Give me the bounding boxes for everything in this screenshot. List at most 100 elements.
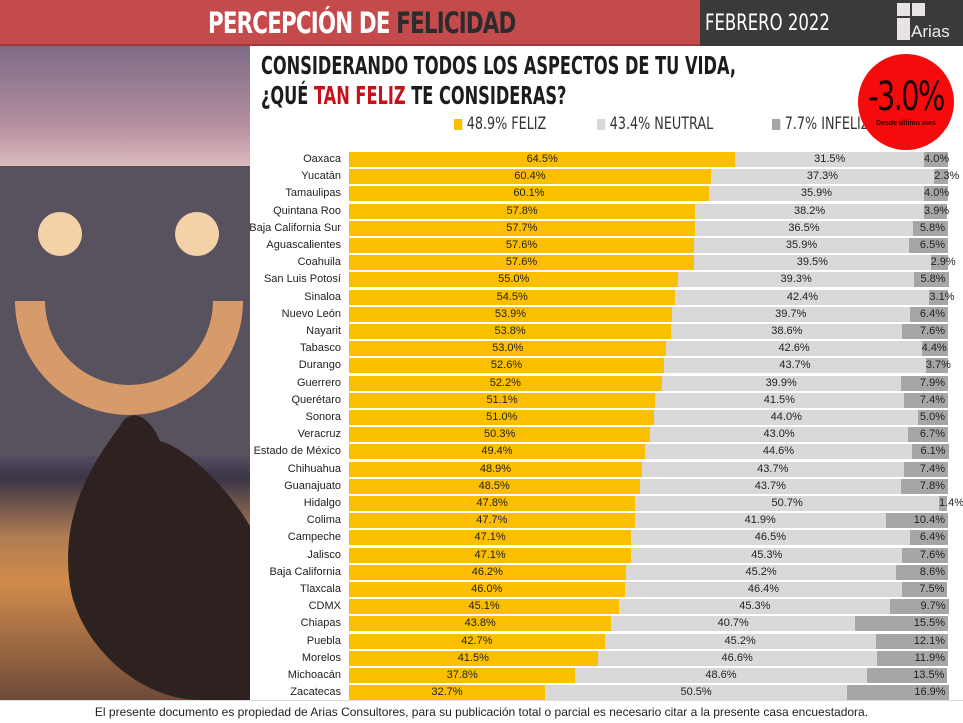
chart-row: Guerrero 52.2% 39.9% 7.9% <box>255 375 955 392</box>
data-label: 7.9% <box>919 376 945 389</box>
bar-infeliz: 6.4% <box>909 306 948 322</box>
data-label: 46.0% <box>471 583 503 595</box>
bar-neutral: 39.5% <box>694 255 931 271</box>
bar-neutral: 39.9% <box>661 375 901 391</box>
data-label: 2.9% <box>930 256 956 269</box>
data-label: 53.8% <box>494 325 526 337</box>
category-label: Coahuila <box>297 256 341 269</box>
chart-row: Zacatecas 32.7% 50.5% 16.9% <box>255 684 955 701</box>
title-part: PERCEPCIÓN DE <box>208 6 397 40</box>
data-label: 39.7% <box>775 307 807 320</box>
data-label: 46.5% <box>754 531 786 544</box>
bar-feliz: 53.9% <box>349 306 672 322</box>
bar-infeliz: 3.7% <box>925 358 951 374</box>
data-label: 11.9% <box>914 651 945 664</box>
category-label: Querétaro <box>291 393 341 406</box>
category-label: Tlaxcala <box>300 583 341 595</box>
category-label: Tamaulipas <box>285 187 341 200</box>
bar-infeliz: 2.9% <box>930 255 956 271</box>
legend-label: 48.9% FELIZ <box>466 114 547 134</box>
bar-neutral: 50.5% <box>544 685 848 701</box>
bar-feliz: 32.7% <box>349 685 545 701</box>
chart-row: Chiapas 43.8% 40.7% 15.5% <box>255 615 955 632</box>
bar-feliz: 45.1% <box>349 599 620 615</box>
data-label: 38.6% <box>771 325 803 337</box>
arias-logo: Arias <box>897 3 955 43</box>
data-label: 5.8% <box>920 273 946 286</box>
chart-row: Tlaxcala 46.0% 46.4% 7.5% <box>255 581 955 598</box>
category-label: Morelos <box>301 651 341 664</box>
bar-neutral: 43.0% <box>650 427 908 443</box>
data-label: 6.5% <box>919 239 945 251</box>
bar-infeliz: 4.4% <box>921 341 948 357</box>
bar-feliz: 52.6% <box>349 358 665 374</box>
data-label: 9.7% <box>920 600 946 613</box>
data-label: 44.6% <box>762 445 795 458</box>
data-label: 53.0% <box>492 342 524 355</box>
bar-infeliz: 5.0% <box>918 410 948 425</box>
data-label: 47.1% <box>474 548 506 561</box>
data-label: 6.1% <box>920 445 946 458</box>
data-label: 10.4% <box>913 514 945 527</box>
bar-infeliz: 8.6% <box>896 564 948 580</box>
chart-row: Nayarit 53.8% 38.6% 7.6% <box>255 323 955 340</box>
chart-row: Oaxaca 64.5% 31.5% 4.0% <box>255 151 955 168</box>
bar-neutral: 46.4% <box>624 582 903 597</box>
data-label: 5.0% <box>919 411 945 423</box>
bar-infeliz: 5.8% <box>913 220 948 236</box>
data-label: 3.9% <box>924 204 950 217</box>
bar-infeliz: 16.9% <box>847 685 949 701</box>
data-label: 42.7% <box>461 634 493 647</box>
bar-feliz: 42.7% <box>349 633 605 649</box>
category-label: Campeche <box>287 531 341 544</box>
data-label: 44.0% <box>770 411 802 423</box>
data-label: 12.1% <box>913 634 945 647</box>
data-label: 45.3% <box>751 548 783 561</box>
bar-feliz: 41.5% <box>349 650 598 666</box>
bar-feliz: 60.4% <box>349 169 711 185</box>
data-label: 7.5% <box>919 583 945 595</box>
data-label: 57.8% <box>506 204 538 217</box>
data-label: 47.8% <box>476 497 508 509</box>
category-label: Oaxaca <box>303 153 341 165</box>
bar-feliz: 47.1% <box>349 547 632 563</box>
category-label: Baja California Sur <box>249 221 341 234</box>
data-label: 39.5% <box>796 256 828 269</box>
chart-row: Querétaro 51.1% 41.5% 7.4% <box>255 392 955 409</box>
bar-neutral: 50.7% <box>635 496 939 511</box>
bar-feliz: 48.5% <box>349 478 640 494</box>
data-label: 7.6% <box>919 325 945 337</box>
data-label: 51.1% <box>486 393 518 406</box>
question-line-1: CONSIDERANDO TODOS LOS ASPECTOS DE TU VI… <box>261 51 736 80</box>
bar-neutral: 43.7% <box>639 478 902 494</box>
category-label: Jalisco <box>307 548 341 561</box>
bar-infeliz: 7.6% <box>902 547 948 563</box>
data-label: 41.5% <box>763 393 795 406</box>
data-label: 45.1% <box>468 600 500 613</box>
bar-neutral: 31.5% <box>735 152 925 167</box>
data-label: 48.6% <box>705 669 737 681</box>
legend-label: 43.4% NEUTRAL <box>609 114 714 134</box>
bar-infeliz: 4.0% <box>924 152 949 167</box>
data-label: 40.7% <box>717 617 749 630</box>
data-label: 60.1% <box>513 187 545 200</box>
chart-row: Colima 47.7% 41.9% 10.4% <box>255 512 955 529</box>
bar-infeliz: 7.5% <box>902 582 948 597</box>
data-label: 64.5% <box>526 153 558 165</box>
title-highlight: FELICIDAD <box>396 6 516 40</box>
data-label: 39.3% <box>780 273 812 286</box>
data-label: 16.9% <box>914 686 946 699</box>
category-label: Durango <box>298 359 341 372</box>
legend-swatch <box>597 118 606 130</box>
data-label: 4.0% <box>924 187 950 200</box>
data-label: 42.6% <box>778 342 810 355</box>
bar-feliz: 57.6% <box>349 255 695 271</box>
bar-infeliz: 6.5% <box>909 238 948 253</box>
bar-infeliz: 6.7% <box>907 427 948 443</box>
data-label: 39.9% <box>765 376 797 389</box>
data-label: 57.6% <box>505 256 538 269</box>
data-label: 36.5% <box>788 221 820 234</box>
change-subtitle: Desde último mes <box>876 120 936 127</box>
bar-feliz: 49.4% <box>349 444 645 460</box>
bar-feliz: 52.2% <box>349 375 662 391</box>
